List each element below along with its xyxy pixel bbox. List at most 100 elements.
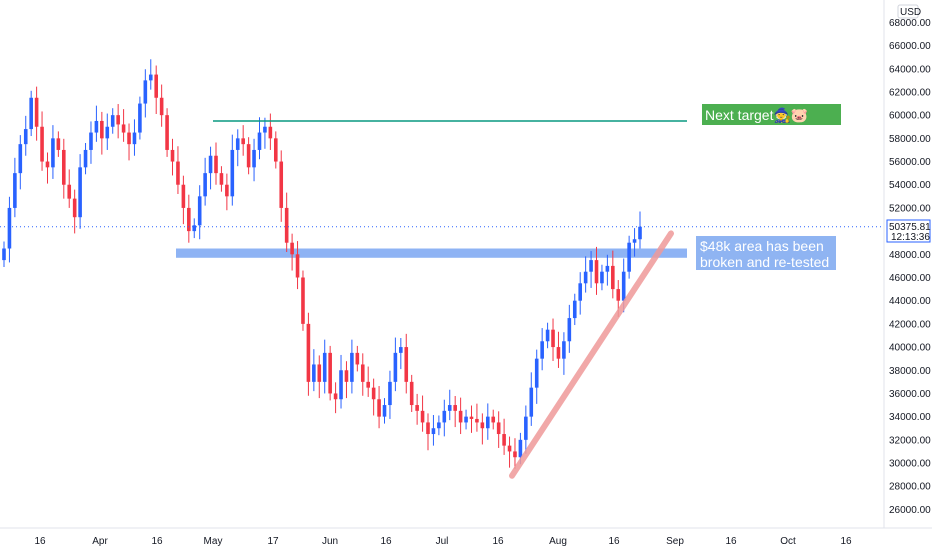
x-tick-label: 16 [151, 536, 163, 547]
candle-body [605, 265, 610, 272]
candle-body [312, 364, 316, 382]
y-tick-label: 30000.00 [889, 459, 931, 470]
candle-body [214, 155, 218, 174]
candle-body [567, 318, 572, 342]
candle-body [143, 80, 148, 104]
x-tick-label: Apr [92, 536, 108, 547]
candle-body [301, 277, 305, 324]
x-tick-label: May [204, 536, 223, 547]
y-tick-label: 58000.00 [889, 134, 931, 145]
candle-body [246, 144, 251, 168]
x-tick-label: 16 [725, 536, 737, 547]
candle-body [110, 115, 115, 127]
area-note-line2: broken and re-tested [700, 254, 829, 270]
x-tick-label: Jul [436, 536, 449, 547]
y-tick-label: 48000.00 [889, 250, 931, 261]
candle-body [502, 434, 506, 446]
candle-body [263, 126, 267, 133]
candle-body [7, 207, 12, 249]
candle-body [306, 323, 311, 382]
candle-body [578, 283, 583, 301]
candle-body [464, 416, 468, 423]
candle-body [2, 248, 6, 261]
candle-body [317, 364, 322, 382]
candle-body [632, 239, 637, 243]
candle-body [621, 271, 626, 301]
candle-body [159, 97, 164, 116]
candle-body [572, 300, 577, 319]
candle-body [154, 74, 159, 98]
last-price-value: 50375.81 [889, 222, 931, 233]
y-tick-label: 60000.00 [889, 111, 931, 122]
candle-body [45, 161, 50, 168]
candle-body [170, 149, 175, 162]
candle-body [13, 173, 17, 208]
candle-body [551, 329, 555, 348]
candle-body [540, 341, 544, 359]
candle-body [589, 260, 593, 272]
y-tick-label: 64000.00 [889, 64, 931, 75]
candle-body [138, 103, 142, 133]
candle-body [600, 271, 604, 284]
candle-body [89, 132, 93, 150]
next-target-label: Next target🧙🐷 [705, 107, 808, 124]
candle-body [208, 155, 213, 174]
y-tick-label: 68000.00 [889, 18, 931, 29]
candle-body [513, 451, 517, 458]
candle-body [94, 120, 99, 133]
y-tick-label: 34000.00 [889, 412, 931, 423]
candle-body [165, 115, 169, 150]
candle-body [355, 352, 360, 365]
candle-body [583, 271, 588, 284]
candle-body [594, 260, 599, 284]
candle-body [556, 347, 561, 359]
candle-body [192, 225, 197, 232]
candle-body [181, 184, 186, 208]
candle-body [273, 138, 278, 162]
y-tick-label: 46000.00 [889, 273, 931, 284]
candle-body [469, 416, 474, 419]
candle-body [350, 352, 354, 382]
candle-body [480, 422, 485, 429]
candle-body [545, 329, 550, 342]
candle-body [393, 352, 398, 382]
candle-body [616, 289, 621, 301]
candle-body [230, 149, 235, 197]
candle-body [197, 196, 202, 226]
next-target-box[interactable] [702, 104, 841, 125]
y-tick-label: 42000.00 [889, 319, 931, 330]
candle-body [611, 265, 615, 290]
candle-body [442, 410, 447, 423]
y-tick-label: 40000.00 [889, 343, 931, 354]
candle-body [322, 352, 327, 382]
candle-body [344, 370, 349, 382]
y-tick-label: 54000.00 [889, 180, 931, 191]
candle-body [252, 149, 256, 168]
trendline [509, 230, 674, 479]
y-tick-label: 38000.00 [889, 366, 931, 377]
candle-body [333, 393, 338, 400]
candle-body [496, 422, 501, 435]
candle-body [121, 124, 126, 133]
candle-body [524, 416, 528, 440]
candle-body [491, 416, 496, 423]
drawing-layer [0, 120, 884, 479]
candle-body [507, 445, 512, 452]
currency-badge[interactable] [897, 4, 919, 19]
candle-body [562, 341, 566, 359]
candle-body [34, 97, 39, 127]
candle-body [431, 428, 436, 435]
candle-body [475, 418, 479, 423]
area-note-box[interactable] [696, 236, 836, 270]
x-tick-label: Oct [780, 536, 796, 547]
y-tick-label: 62000.00 [889, 87, 931, 98]
y-tick-label: 52000.00 [889, 203, 931, 214]
candle-body [447, 405, 452, 411]
candle-body [279, 161, 284, 208]
y-tick-label: 66000.00 [889, 41, 931, 52]
candle-body [56, 138, 61, 150]
candle-body [127, 132, 131, 145]
candle-body [225, 184, 229, 197]
